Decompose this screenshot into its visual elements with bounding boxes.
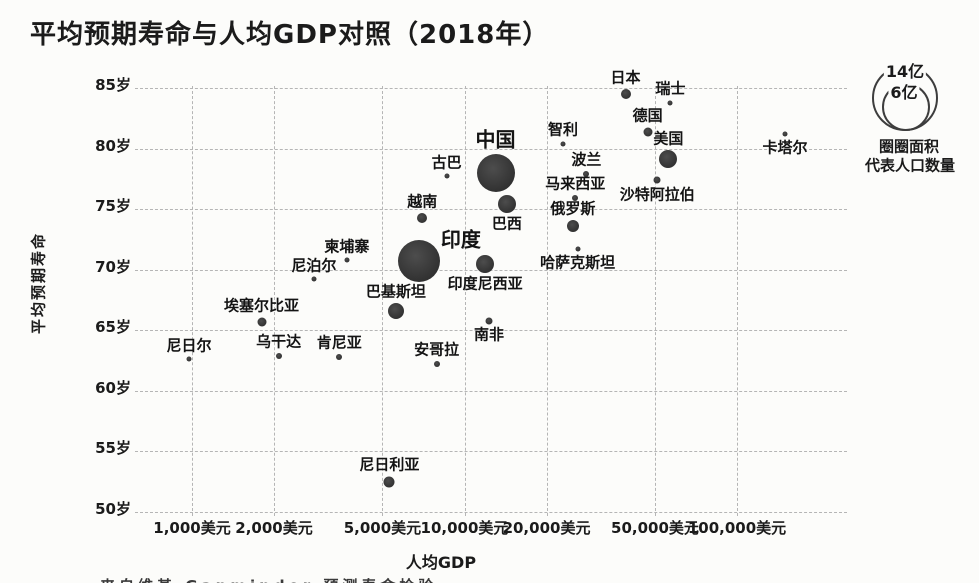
legend-caption-line1: 圈圈面积 bbox=[878, 137, 940, 156]
country-label-kenya: 肯尼亚 bbox=[316, 333, 362, 352]
bubble-cuba bbox=[444, 173, 450, 179]
bubble-indonesia bbox=[476, 254, 495, 273]
bubble-kenya bbox=[336, 353, 343, 360]
x-tick-100000: 100,000美元 bbox=[687, 519, 787, 537]
country-label-nigeria: 尼日利亚 bbox=[359, 455, 420, 474]
gridline-y-80 bbox=[135, 148, 847, 150]
gridline-x-5000 bbox=[382, 86, 384, 516]
footnote: 来自维基 Gapminder 预测寿命检验 bbox=[100, 575, 437, 583]
country-label-chile: 智利 bbox=[548, 120, 579, 139]
country-label-poland: 波兰 bbox=[571, 150, 602, 169]
bubble-nigeria bbox=[383, 476, 395, 488]
y-tick-85: 85岁 bbox=[95, 76, 131, 94]
bubble-kazakhstan bbox=[575, 246, 581, 252]
x-tick-1000: 1,000美元 bbox=[153, 519, 231, 537]
x-tick-20000: 20,000美元 bbox=[502, 519, 591, 537]
bubble-uganda bbox=[275, 352, 282, 359]
gridline-x-20000 bbox=[546, 86, 548, 516]
y-tick-80: 80岁 bbox=[95, 136, 131, 155]
gridline-y-75 bbox=[135, 209, 847, 211]
bubble-qatar bbox=[782, 131, 788, 137]
country-label-indonesia: 印度尼西亚 bbox=[447, 274, 523, 293]
country-label-brazil: 巴西 bbox=[491, 214, 522, 233]
bubble-brazil bbox=[497, 195, 516, 214]
y-tick-75: 75岁 bbox=[95, 197, 131, 216]
y-tick-70: 70岁 bbox=[95, 257, 131, 276]
legend-small-population-label: 6亿 bbox=[888, 79, 920, 103]
bubble-russia bbox=[566, 220, 579, 233]
country-label-angola: 安哥拉 bbox=[414, 340, 460, 359]
country-label-cuba: 古巴 bbox=[431, 153, 462, 172]
bubble-niger bbox=[186, 356, 192, 362]
bubble-japan bbox=[620, 89, 631, 100]
country-label-russia: 俄罗斯 bbox=[550, 199, 596, 218]
bubble-china bbox=[476, 153, 515, 192]
bubble-switzerland bbox=[667, 100, 673, 106]
country-label-pakistan: 巴基斯坦 bbox=[365, 282, 426, 301]
bubble-nepal bbox=[311, 276, 317, 282]
bubble-angola bbox=[433, 361, 440, 368]
bubble-malaysia bbox=[572, 195, 579, 202]
gridline-x-2000 bbox=[274, 86, 276, 516]
x-tick-50000: 50,000美元 bbox=[611, 519, 699, 537]
country-label-india: 印度 bbox=[440, 227, 481, 252]
country-label-germany: 德国 bbox=[632, 106, 663, 125]
country-label-niger: 尼日尔 bbox=[166, 336, 212, 355]
y-tick-55: 55岁 bbox=[95, 439, 131, 458]
country-label-nepal: 尼泊尔 bbox=[291, 256, 337, 275]
x-tick-5000: 5,000美元 bbox=[343, 519, 422, 537]
gridline-y-60 bbox=[135, 390, 847, 392]
y-tick-60: 60岁 bbox=[95, 378, 131, 397]
country-label-uganda: 乌干达 bbox=[256, 332, 302, 351]
x-axis-title: 人均GDP bbox=[405, 553, 477, 572]
gridline-y-85 bbox=[135, 88, 847, 89]
country-label-vietnam: 越南 bbox=[407, 192, 438, 211]
bubble-usa bbox=[659, 150, 678, 169]
gridline-y-55 bbox=[135, 451, 847, 453]
gridline-x-1000 bbox=[192, 86, 193, 516]
country-label-qatar: 卡塔尔 bbox=[762, 138, 808, 157]
country-label-china: 中国 bbox=[475, 127, 516, 152]
gridline-y-65 bbox=[135, 330, 847, 332]
country-label-saudi-arabia: 沙特阿拉伯 bbox=[619, 185, 695, 204]
y-tick-65: 65岁 bbox=[95, 318, 131, 337]
country-label-switzerland: 瑞士 bbox=[655, 79, 686, 98]
x-tick-2000: 2,000美元 bbox=[235, 519, 313, 537]
gridline-x-10000 bbox=[464, 86, 466, 516]
bubble-south-africa bbox=[485, 317, 493, 325]
gridline-y-50 bbox=[135, 511, 847, 513]
bubble-pakistan bbox=[387, 302, 404, 319]
bubble-vietnam bbox=[417, 212, 428, 223]
country-label-ethiopia: 埃塞尔比亚 bbox=[224, 296, 300, 315]
country-label-kazakhstan: 哈萨克斯坦 bbox=[540, 253, 616, 272]
country-label-malaysia: 马来西亚 bbox=[545, 174, 606, 193]
chart-title: 平均预期寿命与人均GDP对照（2018年） bbox=[30, 20, 550, 50]
bubble-chile bbox=[560, 141, 566, 147]
country-label-usa: 美国 bbox=[653, 129, 684, 148]
bubble-cambodia bbox=[344, 257, 350, 263]
bubble-poland bbox=[583, 171, 590, 177]
country-label-cambodia: 柬埔寨 bbox=[324, 237, 370, 256]
country-label-japan: 日本 bbox=[610, 68, 641, 87]
x-tick-10000: 10,000美元 bbox=[420, 519, 509, 537]
gridline-x-100000 bbox=[737, 86, 738, 516]
bubble-ethiopia bbox=[257, 317, 267, 327]
legend-caption-line2: 代表人口数量 bbox=[864, 156, 956, 175]
gridline-x-50000 bbox=[654, 86, 656, 516]
y-tick-50: 50岁 bbox=[95, 499, 131, 518]
bubble-germany bbox=[643, 127, 653, 137]
bubble-india bbox=[397, 240, 440, 283]
bubble-saudi-arabia bbox=[653, 176, 661, 184]
legend-big-population-label: 14亿 bbox=[883, 58, 927, 82]
country-label-south-africa: 南非 bbox=[473, 325, 504, 344]
